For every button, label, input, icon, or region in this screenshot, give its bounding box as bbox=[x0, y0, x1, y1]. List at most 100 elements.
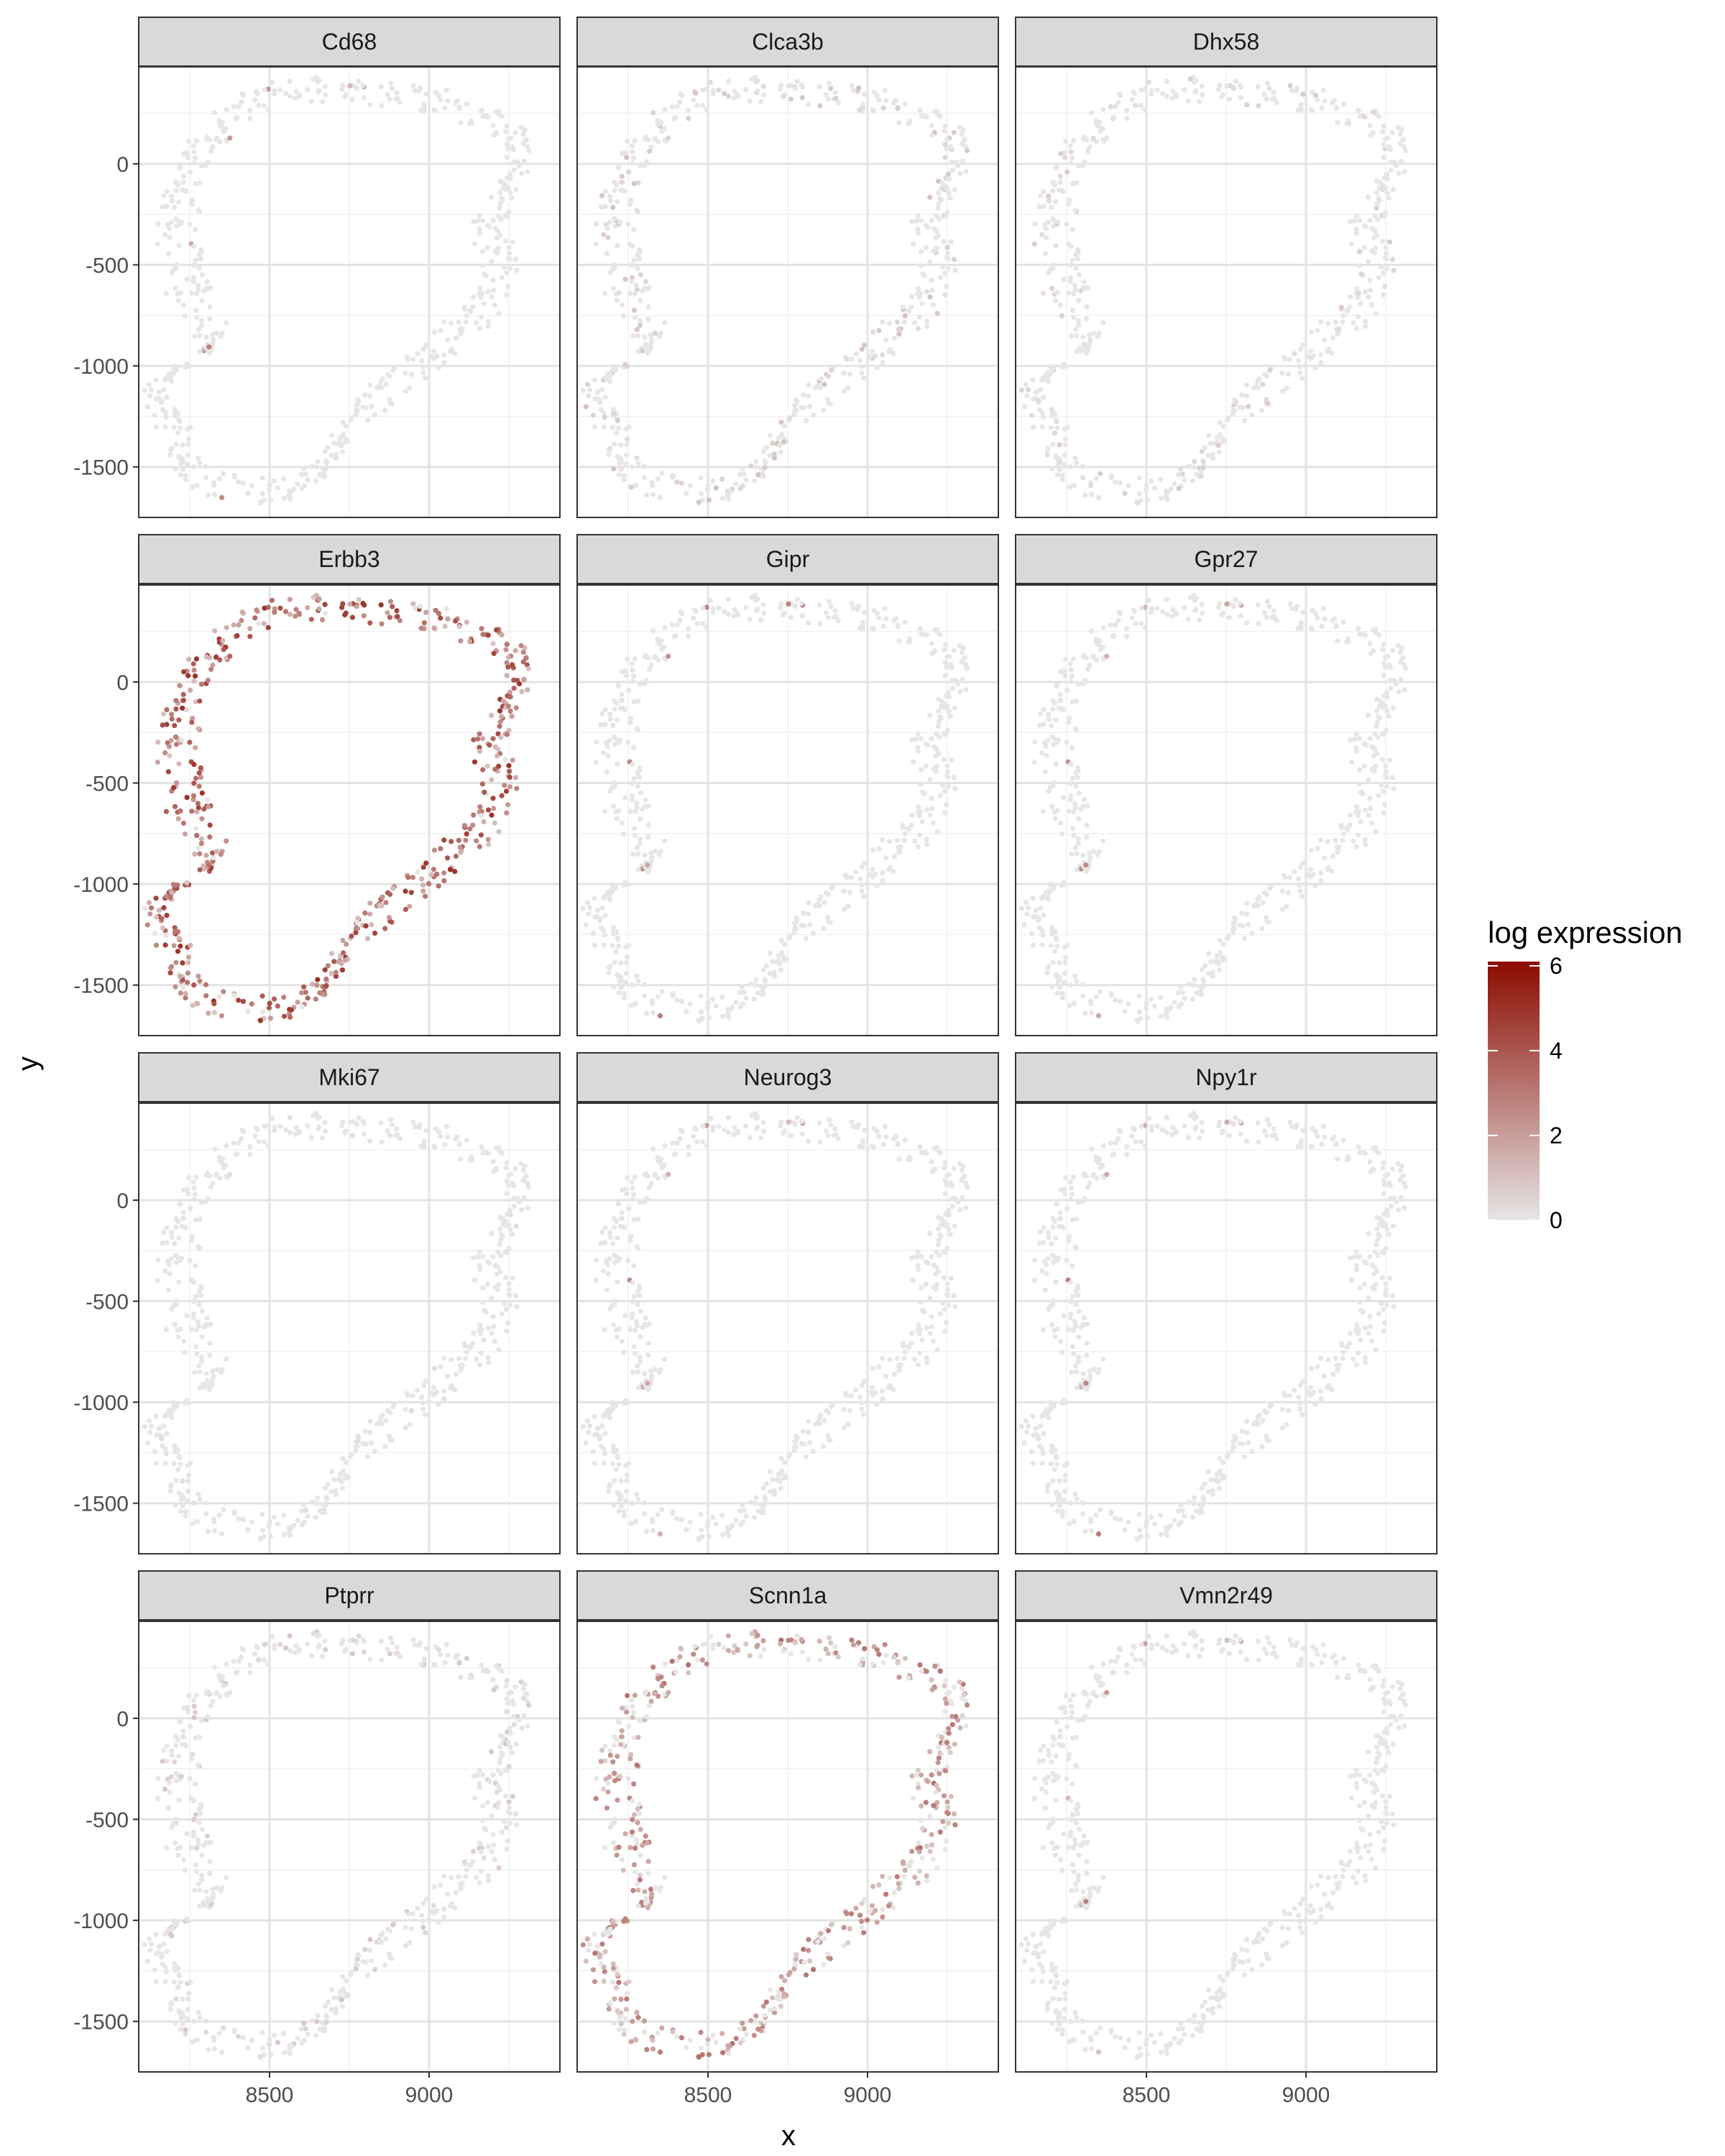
cell-point bbox=[322, 1120, 328, 1125]
cell-point bbox=[183, 1508, 188, 1515]
cell-point bbox=[507, 1226, 513, 1233]
cell-point bbox=[155, 241, 160, 247]
cell-point bbox=[642, 654, 648, 660]
cell-point bbox=[924, 318, 929, 324]
cell-point bbox=[390, 86, 395, 91]
cell-point bbox=[1169, 1131, 1175, 1137]
cell-point bbox=[484, 763, 490, 769]
cell-point bbox=[658, 1156, 664, 1162]
cell-point bbox=[175, 430, 181, 436]
cell-point bbox=[825, 96, 831, 102]
cell-point bbox=[659, 989, 665, 995]
cell-point bbox=[249, 1519, 254, 1525]
cell-point bbox=[607, 193, 613, 199]
cell-point bbox=[629, 797, 635, 803]
cell-point bbox=[178, 808, 183, 814]
cell-point bbox=[637, 681, 643, 687]
cell-point bbox=[1308, 329, 1315, 335]
cell-point bbox=[203, 464, 209, 469]
cell-point bbox=[149, 905, 155, 911]
cell-point bbox=[180, 180, 186, 185]
cell-point bbox=[1178, 984, 1184, 990]
cell-point bbox=[431, 847, 438, 853]
cell-point bbox=[172, 723, 178, 729]
cell-point bbox=[696, 1018, 702, 1023]
cell-point bbox=[870, 847, 876, 853]
cell-point bbox=[816, 1120, 822, 1126]
cell-point bbox=[932, 1271, 939, 1277]
cell-point bbox=[1063, 656, 1069, 663]
cell-point bbox=[925, 742, 931, 748]
cell-point bbox=[616, 472, 622, 478]
cell-point bbox=[447, 867, 454, 872]
cell-point bbox=[1375, 734, 1381, 740]
cell-point bbox=[632, 832, 638, 839]
cell-point bbox=[786, 601, 791, 607]
cell-point bbox=[1244, 102, 1250, 108]
cell-point bbox=[944, 1172, 950, 1179]
cell-point bbox=[870, 625, 875, 631]
cell-point bbox=[484, 1281, 490, 1287]
cell-point bbox=[607, 219, 612, 225]
cell-point bbox=[656, 1370, 663, 1376]
cell-point bbox=[190, 1179, 196, 1185]
cell-point bbox=[155, 1258, 161, 1263]
cell-point bbox=[320, 617, 326, 623]
cell-point bbox=[395, 1132, 400, 1138]
cell-point bbox=[611, 1322, 617, 1327]
cell-point bbox=[931, 248, 937, 254]
cell-point bbox=[1018, 387, 1024, 393]
cell-point bbox=[1093, 994, 1099, 1000]
cell-point bbox=[624, 959, 630, 966]
cell-point bbox=[1041, 893, 1046, 899]
cell-point bbox=[1377, 180, 1383, 185]
cell-point bbox=[1075, 836, 1081, 842]
cell-point bbox=[203, 334, 209, 340]
cell-point bbox=[631, 1344, 638, 1350]
cell-point bbox=[1241, 418, 1248, 423]
cell-point bbox=[630, 160, 635, 166]
cell-point bbox=[1217, 1455, 1223, 1462]
cell-point bbox=[1382, 146, 1388, 152]
cell-point bbox=[1072, 845, 1078, 851]
cell-point bbox=[1046, 711, 1052, 717]
cell-point bbox=[405, 1393, 411, 1399]
cell-point bbox=[1356, 781, 1362, 787]
cell-point bbox=[915, 748, 921, 754]
cell-point bbox=[1216, 1485, 1222, 1491]
cell-point bbox=[942, 647, 947, 653]
cell-point bbox=[254, 607, 259, 613]
cell-point bbox=[758, 98, 764, 104]
cell-point bbox=[1108, 474, 1114, 480]
cell-point bbox=[341, 1468, 346, 1474]
cell-point bbox=[822, 1418, 827, 1424]
cell-point bbox=[882, 605, 888, 612]
cell-point bbox=[1154, 605, 1160, 611]
cell-point bbox=[586, 1429, 592, 1435]
cell-point bbox=[1388, 1204, 1394, 1210]
cell-point bbox=[1200, 465, 1206, 471]
cell-point bbox=[275, 485, 280, 491]
cell-point bbox=[735, 1128, 740, 1134]
cell-point bbox=[203, 982, 209, 987]
cell-point bbox=[645, 1381, 650, 1386]
cell-point bbox=[185, 970, 190, 976]
cell-point bbox=[342, 1130, 348, 1136]
cell-point bbox=[815, 1420, 821, 1427]
cell-point bbox=[387, 1133, 393, 1138]
cell-point bbox=[944, 1182, 949, 1188]
cell-point bbox=[792, 604, 798, 609]
cell-point bbox=[1054, 165, 1059, 170]
cell-point bbox=[826, 1117, 832, 1123]
cell-point bbox=[1285, 1408, 1291, 1414]
cell-point bbox=[193, 656, 199, 662]
cell-point bbox=[489, 1330, 494, 1336]
cell-point bbox=[1300, 609, 1306, 615]
cell-point bbox=[850, 88, 857, 93]
cell-point bbox=[482, 1307, 487, 1313]
cell-point bbox=[164, 1225, 170, 1231]
cell-point bbox=[874, 93, 880, 98]
cell-point bbox=[923, 763, 929, 769]
cell-point bbox=[197, 460, 203, 466]
cell-point bbox=[267, 1534, 273, 1539]
